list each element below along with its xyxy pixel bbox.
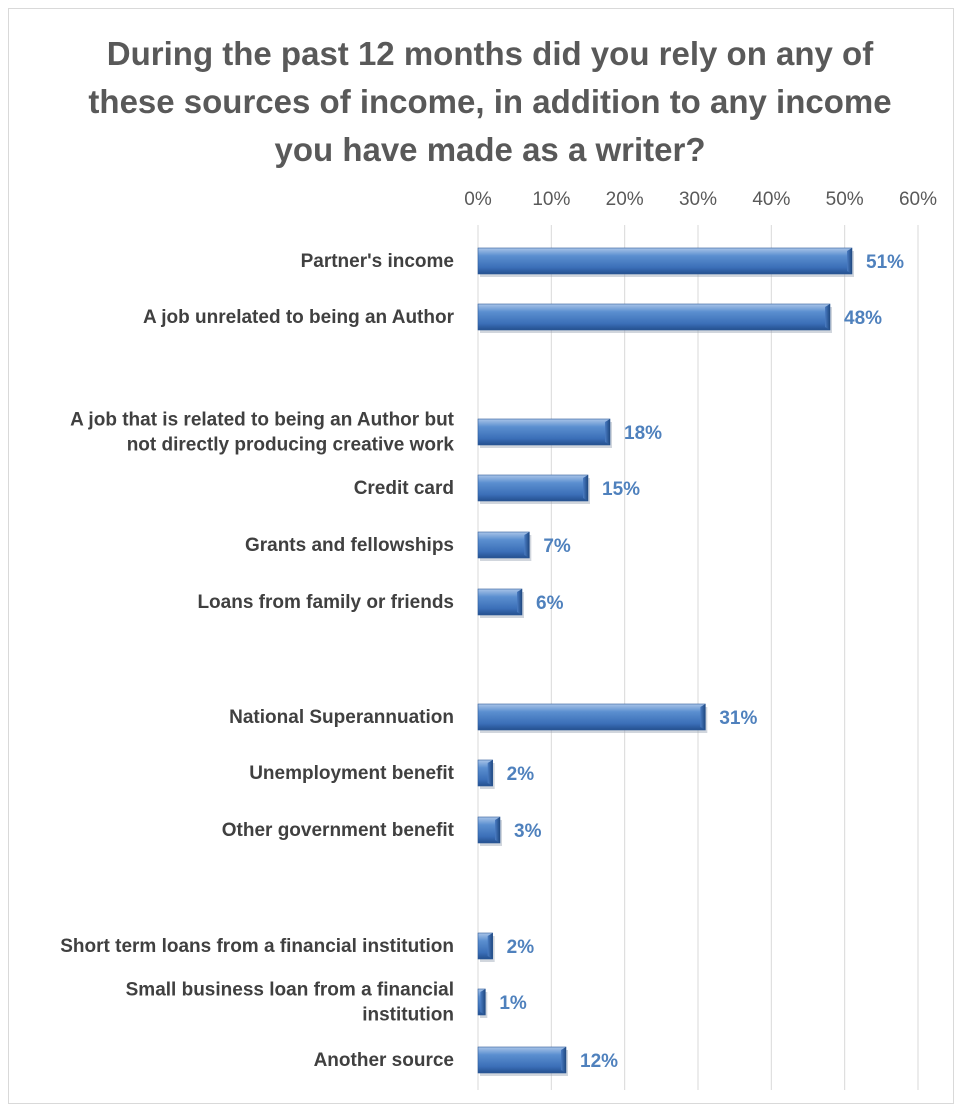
x-tick-label: 40% bbox=[752, 189, 790, 210]
data-label: 15% bbox=[602, 479, 640, 500]
category-label: Partner's income bbox=[301, 251, 454, 272]
gridlines bbox=[477, 225, 919, 1090]
category-label: Loans from family or friends bbox=[197, 592, 454, 613]
bar bbox=[477, 932, 495, 962]
data-label: 3% bbox=[514, 821, 542, 842]
bar bbox=[477, 303, 832, 333]
chart-title: During the past 12 months did you rely o… bbox=[88, 35, 892, 168]
bar bbox=[477, 1046, 568, 1076]
category-label: Unemployment benefit bbox=[249, 763, 454, 784]
category-label: National Superannuation bbox=[229, 707, 454, 728]
x-tick-label: 10% bbox=[532, 189, 570, 210]
bar bbox=[477, 759, 495, 789]
data-label: 31% bbox=[719, 708, 757, 729]
x-axis-ticks: 0% 10% 20% 30% 40% 50% 60% bbox=[464, 189, 937, 210]
bar bbox=[477, 703, 708, 733]
category-labels: Partner's income A job unrelated to being… bbox=[60, 251, 454, 1071]
x-tick-label: 60% bbox=[899, 189, 937, 210]
category-label: Another source bbox=[314, 1050, 454, 1071]
x-tick-label: 20% bbox=[606, 189, 644, 210]
data-label: 18% bbox=[624, 423, 662, 444]
data-label: 2% bbox=[507, 764, 535, 785]
category-label: Short term loans from a financial instit… bbox=[60, 936, 454, 957]
bar bbox=[477, 988, 488, 1018]
category-label: Small business loan from a financial inst… bbox=[126, 980, 454, 1026]
bar bbox=[477, 531, 532, 561]
data-label: 6% bbox=[536, 593, 564, 614]
data-label: 1% bbox=[499, 993, 527, 1014]
bar bbox=[477, 816, 502, 846]
bar bbox=[477, 247, 854, 277]
x-tick-label: 0% bbox=[464, 189, 492, 210]
bar bbox=[477, 588, 524, 618]
data-label: 2% bbox=[507, 937, 535, 958]
data-label: 48% bbox=[844, 308, 882, 329]
category-label: Credit card bbox=[354, 478, 454, 499]
bar bbox=[477, 418, 612, 448]
x-tick-label: 50% bbox=[826, 189, 864, 210]
category-label: A job unrelated to being an Author bbox=[143, 307, 455, 328]
category-label: Grants and fellowships bbox=[245, 535, 454, 556]
bar bbox=[477, 474, 590, 504]
data-label: 12% bbox=[580, 1051, 618, 1072]
data-labels: 51% 48% 18% 15% 7% 6% 31% 2% 3% 2% 1% 12% bbox=[499, 252, 904, 1072]
data-label: 7% bbox=[543, 536, 571, 557]
bars bbox=[477, 247, 854, 1076]
x-tick-label: 30% bbox=[679, 189, 717, 210]
category-label: A job that is related to being an Author… bbox=[70, 410, 455, 456]
data-label: 51% bbox=[866, 252, 904, 273]
category-label: Other government benefit bbox=[222, 820, 455, 841]
